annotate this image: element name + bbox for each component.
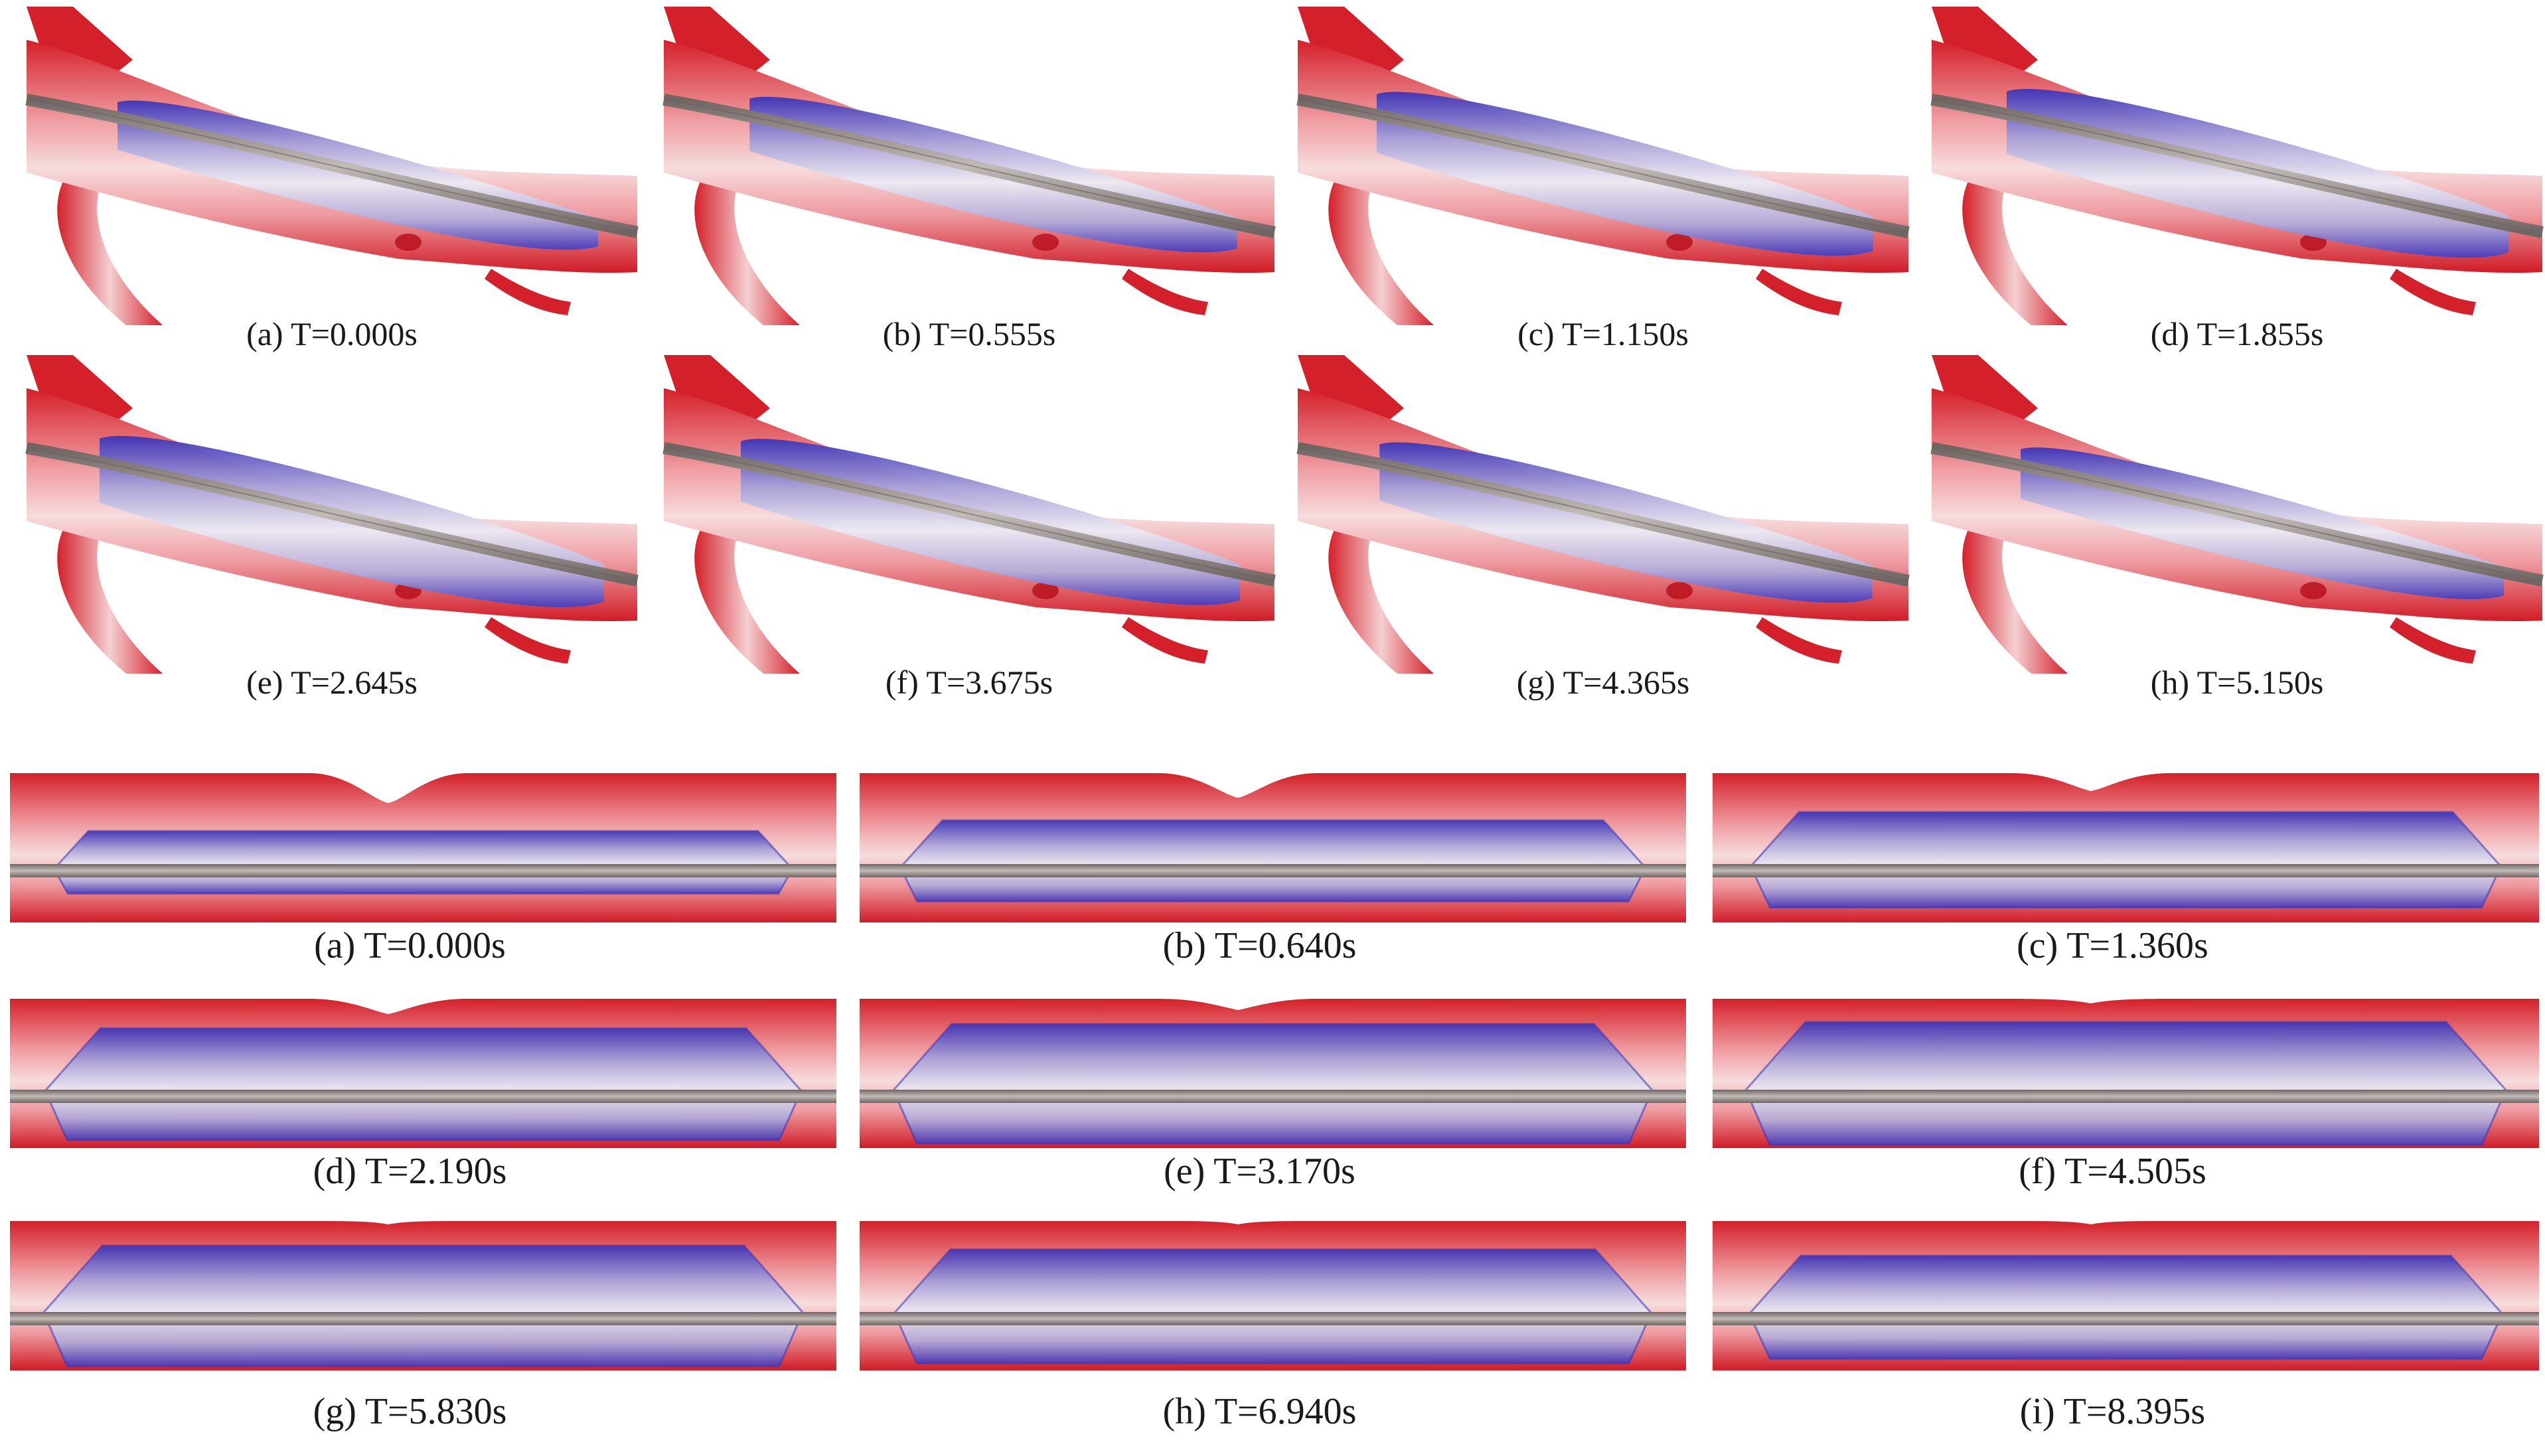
guidewire (860, 1090, 1686, 1103)
frame-caption: (f) T=3.675s (886, 664, 1053, 701)
guidewire-edge (26, 99, 638, 233)
side-branch (57, 514, 163, 674)
frame-caption: (b) T=0.640s (1163, 925, 1357, 966)
distal-branch (1756, 617, 1842, 664)
distal-branch (1122, 269, 1208, 315)
guidewire (860, 1312, 1686, 1325)
bottom-frame: (a) T=0.000s (10, 773, 836, 966)
frame-caption: (h) T=6.940s (1163, 1391, 1357, 1432)
frame-caption: (b) T=0.555s (883, 315, 1056, 352)
top-frame: (e) T=2.645s (25, 355, 639, 701)
balloon (1744, 1021, 2507, 1146)
distal-branch (485, 617, 571, 664)
guidewire (1713, 1090, 2539, 1103)
bottom-frame: (g) T=5.830s (10, 1221, 836, 1432)
top-frame: (a) T=0.000s (25, 7, 639, 352)
lesion (2300, 582, 2327, 599)
frame-caption: (e) T=2.645s (246, 664, 418, 701)
frame-caption: (a) T=0.000s (314, 925, 506, 966)
bottom-frame: (h) T=6.940s (860, 1221, 1686, 1432)
distal-branch (1756, 269, 1842, 315)
frame-caption: (c) T=1.150s (1517, 315, 1689, 352)
side-branch (694, 514, 800, 674)
side-branch (694, 166, 800, 325)
side-branch (57, 166, 163, 325)
balloon (44, 1027, 803, 1141)
side-branch (1962, 514, 2068, 674)
guidewire (10, 1312, 836, 1325)
top-frame: (d) T=1.855s (1930, 7, 2544, 352)
bottom-frame: (c) T=1.360s (1713, 773, 2539, 966)
distal-branch (2390, 617, 2476, 664)
distal-branch (485, 269, 571, 315)
guidewire-edge (26, 447, 638, 581)
lesion (1666, 582, 1693, 599)
guidewire (860, 864, 1686, 877)
guidewire-edge (1931, 99, 2543, 233)
top-frame: (c) T=1.150s (1296, 7, 1910, 352)
bottom-frame: (e) T=3.170s (860, 999, 1686, 1192)
guidewire-edge (1297, 447, 1909, 581)
frame-caption: (e) T=3.170s (1164, 1151, 1355, 1192)
lesion (395, 234, 422, 251)
frame-caption: (a) T=0.000s (246, 315, 418, 352)
balloon (899, 819, 1647, 903)
top-frame: (b) T=0.555s (662, 7, 1276, 352)
lesion (1032, 582, 1059, 599)
frame-caption: (d) T=1.855s (2151, 315, 2324, 352)
guidewire (10, 864, 836, 877)
distal-branch (1122, 617, 1208, 664)
lesion (1666, 234, 1693, 251)
side-branch (1328, 166, 1434, 325)
frame-caption: (g) T=4.365s (1517, 664, 1690, 701)
bottom-panel-grid: (a) T=0.000s (b) T=0.640s (c) T=1.360s (d) … (10, 773, 2539, 1432)
lesion (1032, 234, 1059, 251)
balloon (42, 1244, 805, 1368)
distal-branch (2390, 269, 2476, 315)
bottom-frame: (i) T=8.395s (1713, 1221, 2539, 1432)
guidewire (1713, 864, 2539, 877)
frame-caption: (c) T=1.360s (2017, 925, 2208, 966)
guidewire (1713, 1312, 2539, 1325)
bottom-frame: (f) T=4.505s (1713, 999, 2539, 1192)
top-frame: (h) T=5.150s (1930, 355, 2544, 701)
side-branch (1962, 166, 2068, 325)
guidewire-edge (1297, 99, 1909, 233)
bottom-frame: (d) T=2.190s (10, 999, 836, 1192)
balloon (892, 1023, 1654, 1145)
frame-caption: (h) T=5.150s (2151, 664, 2324, 701)
guidewire-edge (663, 99, 1275, 233)
frame-caption: (f) T=4.505s (2019, 1151, 2206, 1192)
frame-caption: (d) T=2.190s (313, 1151, 507, 1192)
top-panel-grid: (a) T=0.000s (b) T=0.555s (c) T=1.150s (d) … (25, 7, 2544, 701)
balloon (1749, 811, 2503, 909)
bottom-frame: (b) T=0.640s (860, 773, 1686, 966)
top-frame: (f) T=3.675s (662, 355, 1276, 701)
guidewire-edge (663, 447, 1275, 581)
guidewire-edge (1931, 447, 2543, 581)
side-branch (1328, 514, 1434, 674)
frame-caption: (g) T=5.830s (313, 1391, 507, 1432)
balloon (1748, 1254, 2504, 1360)
guidewire (10, 1090, 836, 1103)
frame-caption: (i) T=8.395s (2020, 1391, 2205, 1432)
balloon (893, 1248, 1653, 1364)
balloon (52, 830, 794, 895)
top-frame: (g) T=4.365s (1296, 355, 1910, 701)
